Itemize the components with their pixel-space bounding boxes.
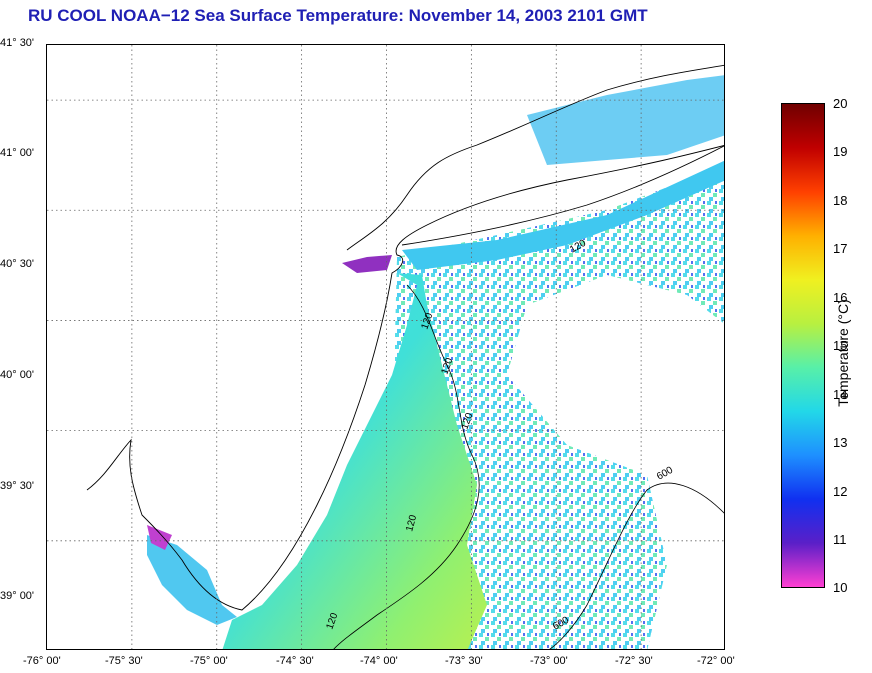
long-island-south-sst [402,160,724,270]
colorbar-label: Temperature (°C) [835,299,851,407]
lon-label: -73° 30' [445,655,483,667]
sst-shelf-field [222,273,487,649]
lon-label: -72° 00' [697,655,735,667]
colorbar-tick: 17 [833,241,848,256]
lat-lon-grid [47,45,724,649]
lat-label: 41° 00' [0,147,35,159]
sst-map: 120 120 120 120 120 120 600 600 [46,44,725,650]
lon-label: -75° 00' [190,655,228,667]
colorbar-tick: 16 [833,290,848,305]
colorbar-tick: 12 [833,484,848,499]
colorbar-tick: 15 [833,338,848,353]
coastline [86,64,724,611]
lon-label: -75° 30' [105,655,143,667]
colorbar-tick: 13 [833,435,848,450]
colorbar-tick: 20 [833,96,848,111]
map-title: RU COOL NOAA−12 Sea Surface Temperature:… [28,6,648,25]
delaware-bay-sst [147,535,237,625]
lon-label: -72° 30' [615,655,653,667]
ny-harbor-cold [342,255,392,273]
lon-label: -76° 00' [23,655,61,667]
colorbar-tick: 18 [833,193,848,208]
isobath-label: 120 [404,513,419,532]
isobath-600 [549,482,724,649]
isobath-label: 600 [655,465,675,483]
lon-label: -73° 00' [530,655,568,667]
long-island-coast [401,145,724,246]
colorbar-tick: 19 [833,144,848,159]
sst-offshore-pixels [387,165,724,649]
lat-label: 40° 00' [0,369,35,381]
lon-label: -74° 00' [360,655,398,667]
colorbar-tick: 14 [833,387,848,402]
delaware-bay-cold [147,525,172,550]
lat-label: 39° 30' [0,480,35,492]
lon-label: -74° 30' [276,655,314,667]
colorbar [781,103,825,588]
lat-label: 40° 30' [0,258,35,270]
lat-label: 41° 30' [0,37,35,49]
sst-map-canvas: 120 120 120 120 120 120 600 600 [47,45,724,649]
isobath-120 [333,284,480,649]
long-island-sound-sst [527,75,724,165]
colorbar-tick: 11 [833,532,847,547]
colorbar-tick: 10 [833,580,848,595]
lat-label: 39° 00' [0,590,35,602]
